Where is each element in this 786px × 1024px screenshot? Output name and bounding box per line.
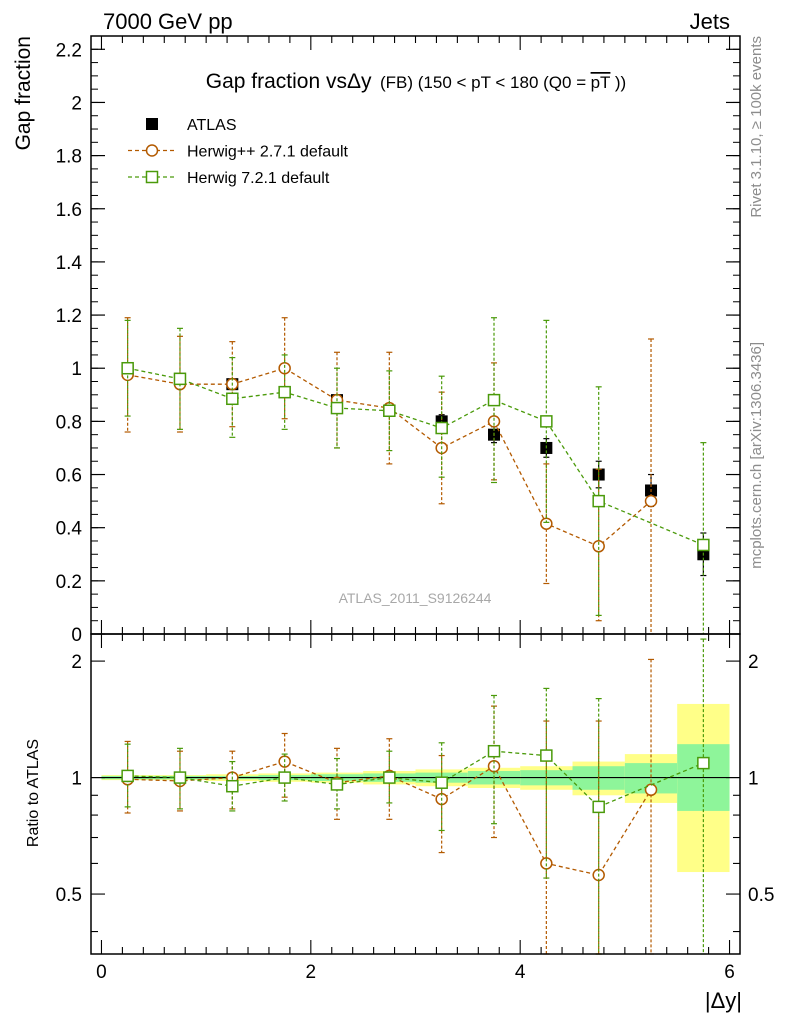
ratio-point	[383, 771, 396, 784]
title-close: ))	[615, 73, 626, 92]
data-point	[697, 538, 710, 552]
y-tick-label: 1.6	[56, 200, 82, 221]
ratio-plot-marks	[121, 638, 710, 955]
plot-title: Gap fraction vsΔy (FB) (150 < pT < 180 (…	[206, 70, 626, 93]
legend-label: ATLAS	[187, 117, 237, 134]
y-axis-label: Gap fraction	[12, 36, 35, 150]
series-2-upper	[121, 317, 710, 635]
series-2-ratio	[121, 638, 710, 955]
ratio-tick-label-right: 1	[748, 769, 759, 790]
data-point	[592, 494, 605, 508]
data-point	[540, 415, 553, 428]
y-tick-label: 2.2	[56, 40, 82, 61]
legend-marker	[145, 144, 159, 157]
legend: ATLAS Herwig++ 2.7.1 default Herwig 7.2.1 …	[128, 117, 349, 187]
header-right: Jets	[690, 9, 730, 34]
legend-label: Herwig++ 2.7.1 default	[187, 144, 349, 161]
ratio-axis-label: Ratio to ATLAS	[25, 739, 42, 847]
ratio-line	[127, 750, 704, 808]
rivet-label: Rivet 3.1.10, ≥ 100k events	[748, 36, 765, 218]
y-tick-label: 0.4	[56, 519, 83, 540]
x-tick-label: 6	[724, 962, 735, 983]
data-point	[487, 415, 501, 428]
ratio-point	[592, 800, 605, 814]
x-axis-label: |Δy|	[705, 988, 742, 1013]
legend-label: Herwig 7.2.1 default	[187, 170, 330, 187]
ratio-tick-label-right: 0.5	[748, 885, 774, 906]
y-tick-label: 1.4	[56, 253, 83, 274]
ratio-point	[435, 776, 448, 789]
y-tick-label: 0.8	[56, 412, 82, 433]
y-tick-label: 0.6	[56, 466, 82, 487]
series-1-ratio	[121, 658, 658, 955]
legend-marker	[146, 118, 158, 130]
x-tick-label: 4	[515, 962, 526, 983]
title-overline: pT	[591, 73, 611, 92]
mcplots-label: mcplots.cern.ch [arXiv:1306.3436]	[748, 342, 765, 569]
ratio-point	[121, 769, 134, 783]
y-tick-label: 1.8	[56, 147, 82, 168]
ratio-point	[697, 756, 710, 770]
ratio-point	[278, 771, 291, 784]
x-tick-label: 2	[306, 962, 317, 983]
data-point	[173, 372, 187, 386]
data-point	[487, 393, 501, 407]
y-tick-label: 1	[71, 359, 82, 380]
x-tick-label: 0	[96, 962, 107, 983]
y-tick-label: 0.2	[56, 572, 82, 593]
title-suffix: (FB) (150 < pT < 180 (Q0 =	[380, 73, 586, 92]
ratio-point	[487, 744, 501, 758]
ratio-tick-label-right: 2	[748, 652, 759, 673]
series-line	[127, 367, 704, 546]
data-point	[383, 404, 396, 417]
y-tick-label: 2	[71, 93, 82, 114]
ratio-point	[173, 771, 187, 784]
data-point	[330, 401, 344, 415]
header-left: 7000 GeV pp	[103, 9, 233, 34]
ratio-tick-label-left: 0.5	[56, 885, 82, 906]
axes: 0 0.2 0.4 0.6 0.8 1 1.2 1.4 1.6 1.8 2 2.2 0 2 4 6 0.5 0.5…	[56, 35, 774, 983]
y-tick-label: 1.2	[56, 306, 82, 327]
upper-plot-marks	[121, 317, 710, 635]
ratio-point	[540, 749, 553, 762]
data-point	[121, 361, 134, 375]
data-point	[435, 421, 448, 435]
series-1-upper	[121, 317, 658, 635]
ratio-tick-label-left: 2	[71, 652, 82, 673]
data-point	[592, 540, 605, 553]
legend-marker	[145, 170, 159, 184]
series-0-upper	[121, 364, 710, 577]
title-main: Gap fraction vsΔy	[206, 70, 372, 93]
data-point	[226, 392, 239, 406]
data-point	[644, 494, 658, 508]
ratio-point	[330, 778, 344, 791]
y-tick-label: 0	[71, 625, 82, 646]
ratio-point	[226, 779, 239, 793]
data-point	[278, 385, 291, 399]
data-point	[540, 517, 553, 530]
watermark: ATLAS_2011_S9126244	[339, 590, 492, 606]
ratio-tick-label-left: 1	[71, 769, 82, 790]
ratio-point	[644, 783, 658, 797]
